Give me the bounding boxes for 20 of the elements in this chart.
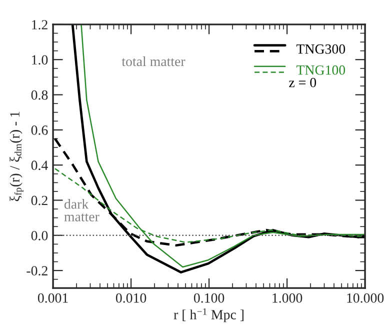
y-tick-label: 0.6 xyxy=(31,125,48,135)
x-tick-label: 0.001 xyxy=(38,293,68,303)
x-tick-label: 0.100 xyxy=(194,293,224,303)
x-tick-label: 0.010 xyxy=(116,293,146,303)
annotation: total matter xyxy=(122,56,186,66)
y-tick-label: 0.2 xyxy=(31,196,48,206)
legend-label: TNG300 xyxy=(296,44,346,54)
y-tick-label: 1.0 xyxy=(32,55,48,65)
y-tick-label: 0.4 xyxy=(31,160,48,170)
x-tick-label: 1.000 xyxy=(272,293,302,303)
y-tick-label: 1.2 xyxy=(32,20,48,30)
legend-label: TNG100 xyxy=(296,65,346,75)
y-tick-label: 0.0 xyxy=(31,230,48,240)
annotation: z = 0 xyxy=(289,78,316,88)
y-tick-label: 0.8 xyxy=(31,90,48,100)
x-tick-label: 10.000 xyxy=(347,293,384,303)
annotation: dark matter xyxy=(64,199,100,222)
y-axis-title: ξ$_{fp}$(r) / ξ$_{dm}$(r) - 1 xyxy=(10,112,24,202)
x-axis-title: r [ h$^{−1}$ Mpc ] xyxy=(174,308,244,322)
y-tick-label: -0.2 xyxy=(26,266,48,276)
